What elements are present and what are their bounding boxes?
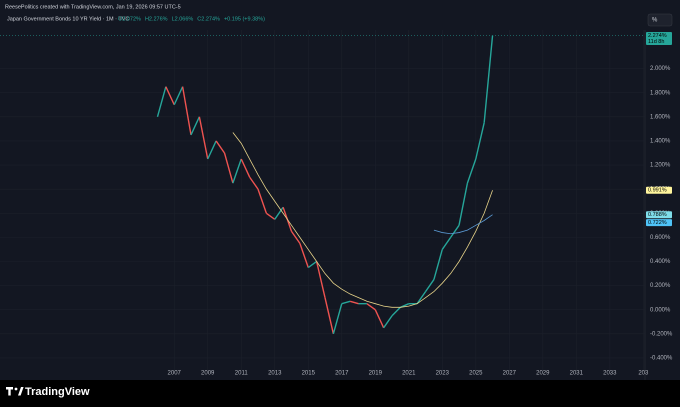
price-segment (315, 261, 326, 298)
price-segment (349, 300, 359, 305)
price-segment (249, 176, 259, 190)
price-segment (207, 140, 217, 160)
price-segment (383, 315, 393, 329)
y-tick-label: 0.000% (650, 307, 671, 313)
y-tick-label: 0.600% (650, 235, 671, 241)
price-segment (475, 122, 485, 160)
price-segment (240, 158, 251, 178)
x-tick-label: 2013 (268, 371, 282, 377)
price-segment (265, 212, 276, 220)
x-tick-label: 2011 (235, 371, 249, 377)
y-tick-label: 1.400% (650, 139, 671, 145)
ohlc-value: C2.274% (197, 16, 220, 22)
footer-logo (5, 387, 24, 396)
price-segment (181, 86, 192, 136)
price-segment (324, 297, 335, 334)
ohlc-value: O2.072% (118, 16, 141, 22)
x-tick-label: 2007 (168, 371, 182, 377)
price-segment (215, 140, 226, 154)
countdown-label: 11d 8h (648, 39, 664, 45)
y-tick-label: 1.800% (650, 90, 671, 96)
price-segment (198, 116, 209, 160)
x-tick-label: 203 (638, 371, 649, 377)
price-tag (646, 32, 672, 46)
footer-background (0, 380, 680, 407)
unit-button-label: % (652, 18, 658, 24)
y-tick-label: 0.400% (650, 259, 671, 265)
price-segment (341, 300, 351, 305)
y-tick-label: 2.000% (650, 66, 671, 72)
x-tick-label: 2009 (201, 371, 215, 377)
price-segment (156, 86, 167, 117)
price-segment (165, 86, 175, 106)
price-segment (466, 158, 477, 184)
unit-button[interactable] (647, 13, 673, 27)
x-tick-label: 2023 (436, 371, 450, 377)
ohlc-value: +0.195 (+9.38%) (224, 16, 265, 22)
price-segment (299, 243, 309, 268)
price-segment (223, 152, 234, 184)
price-segment (458, 182, 469, 226)
moving-average (433, 214, 493, 235)
x-tick-label: 2019 (369, 371, 383, 377)
x-tick-label: 2029 (536, 371, 550, 377)
y-tick-label: 1.600% (650, 114, 671, 120)
price-tag (646, 211, 672, 219)
x-tick-label: 2025 (469, 371, 483, 377)
price-segment (257, 188, 268, 214)
y-tick-label: 0.200% (650, 283, 671, 289)
price-segment (307, 260, 318, 269)
y-tick-label: -0.400% (650, 356, 673, 362)
x-tick-label: 2031 (570, 371, 584, 377)
price-segment (232, 158, 242, 184)
y-tick-label: -0.200% (650, 331, 673, 337)
x-tick-label: 2015 (302, 371, 316, 377)
moving-average (232, 132, 493, 308)
x-tick-label: 2027 (503, 371, 517, 377)
ohlc-value: L2.066% (172, 16, 194, 22)
price-segment (332, 303, 343, 335)
footer-brand: TradingView (25, 386, 90, 398)
price-segment (450, 224, 460, 238)
ohlc-value: H2.276% (145, 16, 168, 22)
price-segment (374, 309, 385, 329)
price-segment (483, 35, 494, 123)
price-segment (424, 279, 435, 293)
x-tick-label: 2033 (603, 371, 617, 377)
price-segment (416, 291, 427, 305)
price-tag-label: 2.274% (648, 33, 667, 39)
price-tag (646, 186, 672, 194)
x-tick-label: 2021 (402, 371, 416, 377)
price-segment (433, 249, 443, 280)
price-segment (366, 303, 376, 311)
y-tick-label: 1.200% (650, 163, 671, 169)
x-tick-label: 2017 (335, 371, 349, 377)
price-segment (290, 230, 301, 244)
plot-background (0, 0, 680, 380)
price-segment (391, 306, 401, 317)
chart-title: Japan Government Bonds 10 YR Yield · 1M … (7, 16, 129, 22)
price-segment (173, 86, 184, 106)
price-tag-label: 0.722% (648, 220, 667, 226)
price-tag (646, 219, 672, 227)
attribution: ReesePolitics created with TradingView.c… (5, 4, 181, 10)
price-segment (274, 206, 284, 220)
price-segment (441, 236, 452, 250)
price-tag-label: 0.788% (648, 212, 667, 218)
price-segment (190, 116, 200, 136)
price-tag-label: 0.991% (648, 188, 667, 194)
